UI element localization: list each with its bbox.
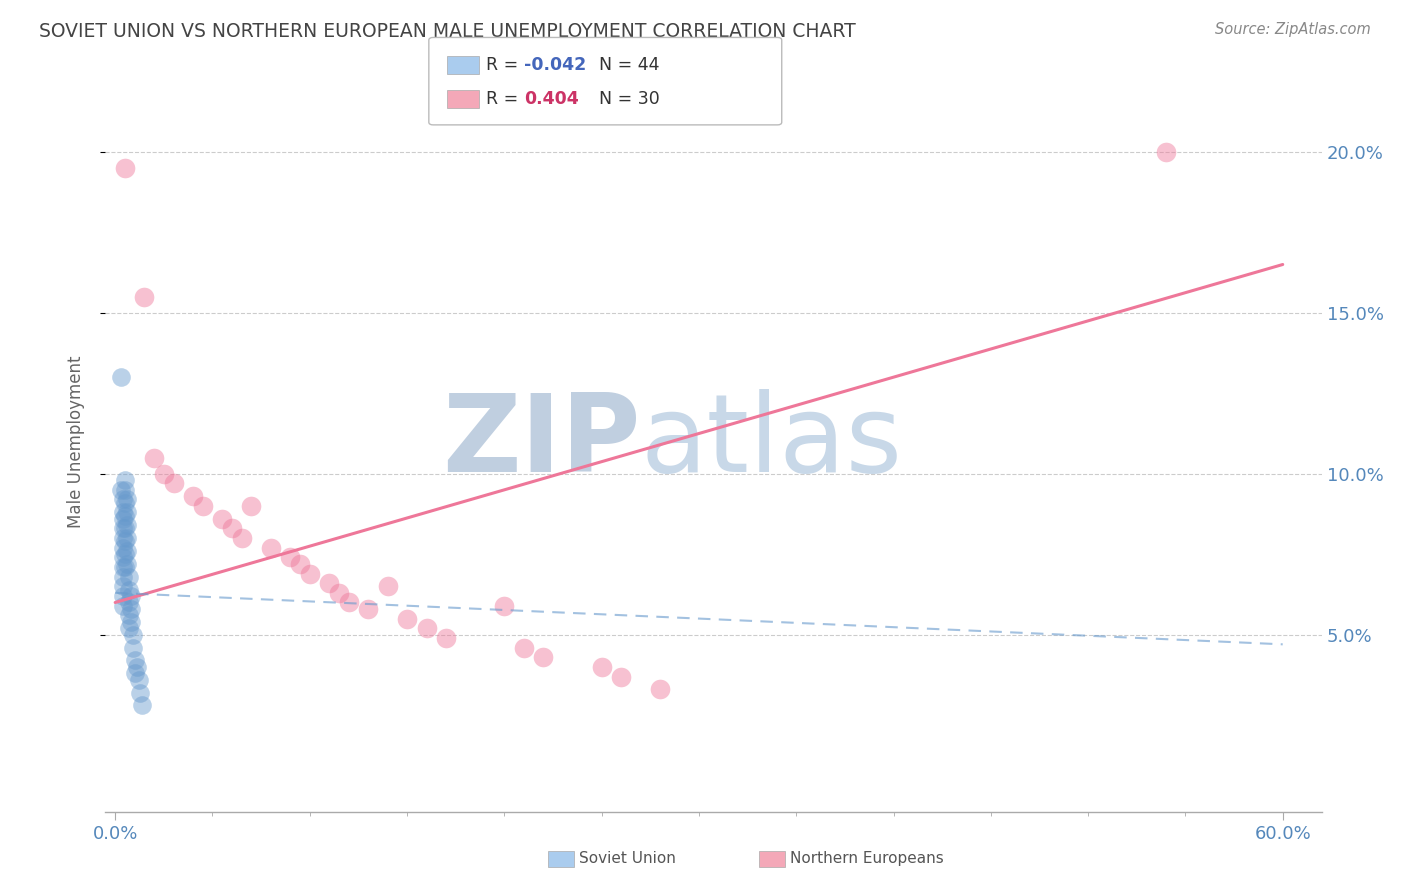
Point <box>396 611 419 625</box>
Point <box>648 682 671 697</box>
Text: N = 30: N = 30 <box>599 90 659 108</box>
Point <box>115 544 138 558</box>
Point <box>124 653 146 667</box>
Point <box>494 599 516 613</box>
Point <box>114 560 136 574</box>
Point <box>125 660 148 674</box>
Text: Source: ZipAtlas.com: Source: ZipAtlas.com <box>1215 22 1371 37</box>
Point <box>111 505 134 519</box>
Point <box>111 492 134 507</box>
Text: atlas: atlas <box>641 389 903 494</box>
Point <box>110 483 132 497</box>
Text: 0.404: 0.404 <box>524 90 579 108</box>
Point <box>318 576 340 591</box>
Point <box>111 541 134 555</box>
Point <box>114 547 136 561</box>
Point <box>114 496 136 510</box>
Point <box>128 673 150 687</box>
Text: R =: R = <box>486 90 524 108</box>
Point <box>434 631 457 645</box>
Point <box>118 595 141 609</box>
Point <box>337 595 360 609</box>
Point <box>531 650 554 665</box>
Y-axis label: Male Unemployment: Male Unemployment <box>66 355 84 528</box>
Point <box>111 512 134 526</box>
Text: Northern Europeans: Northern Europeans <box>790 852 943 866</box>
Point <box>114 534 136 549</box>
Point <box>115 531 138 545</box>
Point <box>162 476 184 491</box>
Text: -0.042: -0.042 <box>524 56 586 74</box>
Point <box>114 508 136 523</box>
Point <box>115 492 138 507</box>
Point <box>610 669 633 683</box>
Point <box>118 608 141 623</box>
Point <box>143 450 166 465</box>
Point <box>591 660 613 674</box>
Point <box>211 512 233 526</box>
Text: N = 44: N = 44 <box>599 56 659 74</box>
Point <box>114 161 136 175</box>
Point <box>129 685 152 699</box>
Text: ZIP: ZIP <box>441 389 641 494</box>
Point <box>118 621 141 635</box>
Point <box>221 521 243 535</box>
Point <box>120 589 142 603</box>
Point <box>240 499 263 513</box>
Point <box>1154 145 1177 159</box>
Point <box>111 550 134 565</box>
Point <box>111 521 134 535</box>
Point <box>111 589 134 603</box>
Point <box>111 599 134 613</box>
Point <box>153 467 176 481</box>
Point <box>328 586 350 600</box>
Point <box>111 579 134 593</box>
Point <box>278 550 301 565</box>
Text: Soviet Union: Soviet Union <box>579 852 676 866</box>
Point <box>114 483 136 497</box>
Point <box>110 370 132 384</box>
Point <box>134 290 156 304</box>
Point <box>118 570 141 584</box>
Point <box>357 602 380 616</box>
Point <box>115 505 138 519</box>
Point <box>120 602 142 616</box>
Point <box>231 531 253 545</box>
Point <box>111 531 134 545</box>
Point <box>181 489 204 503</box>
Point <box>121 640 143 655</box>
Point <box>120 615 142 629</box>
Point <box>415 621 437 635</box>
Point <box>377 579 399 593</box>
Point <box>111 570 134 584</box>
Point <box>111 560 134 574</box>
Point <box>124 666 146 681</box>
Point <box>121 628 143 642</box>
Point <box>115 557 138 571</box>
Point <box>131 698 153 713</box>
Point <box>288 557 311 571</box>
Point <box>114 473 136 487</box>
Text: SOVIET UNION VS NORTHERN EUROPEAN MALE UNEMPLOYMENT CORRELATION CHART: SOVIET UNION VS NORTHERN EUROPEAN MALE U… <box>39 22 856 41</box>
Point <box>115 518 138 533</box>
Point <box>298 566 321 581</box>
Point <box>118 582 141 597</box>
Point <box>114 521 136 535</box>
Point <box>191 499 214 513</box>
Text: R =: R = <box>486 56 524 74</box>
Point <box>513 640 536 655</box>
Point <box>260 541 283 555</box>
